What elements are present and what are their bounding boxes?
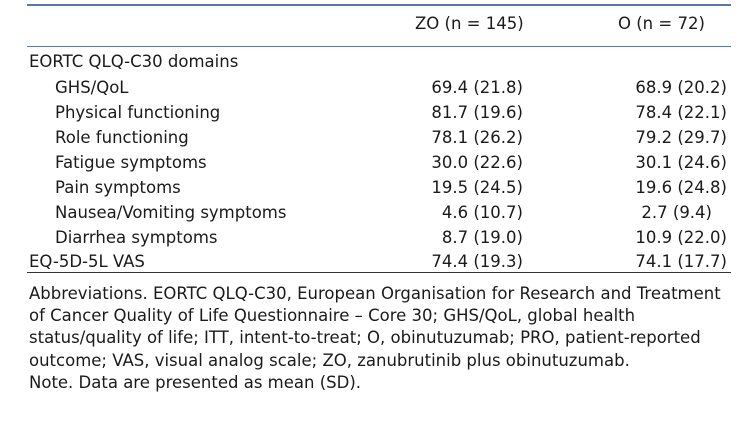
- section-heading-row: EORTC QLQ-C30 domains: [27, 52, 731, 76]
- row-label: Diarrhea symptoms: [55, 228, 218, 247]
- table-top-rule: [27, 4, 731, 6]
- row-value-o: 10.9 (22.0): [635, 228, 727, 247]
- table-bottom-rule: [27, 272, 731, 273]
- column-header-o-name: O: [618, 14, 631, 33]
- section-heading: EORTC QLQ-C30 domains: [29, 52, 239, 71]
- row-label: Physical functioning: [55, 103, 221, 122]
- row-value-o: 2.7 (9.4): [641, 203, 712, 222]
- table-row: Nausea/Vomiting symptoms 4.6 (10.7) 2.7 …: [27, 203, 731, 227]
- table-row: Diarrhea symptoms 8.7 (19.0) 10.9 (22.0): [27, 228, 731, 252]
- row-label: Role functioning: [55, 128, 189, 147]
- table-row-eq5d: EQ-5D-5L VAS 74.4 (19.3) 74.1 (17.7): [27, 252, 731, 276]
- row-value-zo: 4.6 (10.7): [441, 203, 523, 222]
- column-header-o-n: (n = 72): [636, 14, 705, 33]
- data-note: Note. Data are presented as mean (SD).: [29, 372, 361, 392]
- row-value-o: 19.6 (24.8): [635, 178, 727, 197]
- table-row: Physical functioning 81.7 (19.6) 78.4 (2…: [27, 103, 731, 127]
- table-row: Fatigue symptoms 30.0 (22.6) 30.1 (24.6): [27, 153, 731, 177]
- row-label: EQ-5D-5L VAS: [29, 252, 145, 271]
- row-label: Fatigue symptoms: [55, 153, 207, 172]
- row-value-o: 74.1 (17.7): [635, 252, 727, 271]
- table-header-rule: [27, 46, 731, 47]
- row-value-zo: 81.7 (19.6): [431, 103, 523, 122]
- table-row: Role functioning 78.1 (26.2) 79.2 (29.7): [27, 128, 731, 152]
- row-value-zo: 69.4 (21.8): [431, 78, 523, 97]
- row-value-zo: 19.5 (24.5): [431, 178, 523, 197]
- row-label: Nausea/Vomiting symptoms: [55, 203, 287, 222]
- column-header-o: O (n = 72): [618, 14, 705, 33]
- table-row: GHS/QoL 69.4 (21.8) 68.9 (20.2): [27, 78, 731, 102]
- column-header-zo: ZO (n = 145): [415, 14, 524, 33]
- row-value-zo: 74.4 (19.3): [431, 252, 523, 271]
- row-label: GHS/QoL: [55, 78, 129, 97]
- column-header-zo-n: (n = 145): [444, 14, 524, 33]
- column-header-zo-name: ZO: [415, 14, 440, 33]
- abbreviations-note: Abbreviations. EORTC QLQ-C30, European O…: [29, 284, 721, 370]
- row-value-zo: 30.0 (22.6): [431, 153, 523, 172]
- row-value-o: 68.9 (20.2): [635, 78, 727, 97]
- table-row: Pain symptoms 19.5 (24.5) 19.6 (24.8): [27, 178, 731, 202]
- row-value-o: 78.4 (22.1): [635, 103, 727, 122]
- row-value-zo: 78.1 (26.2): [431, 128, 523, 147]
- row-value-o: 30.1 (24.6): [635, 153, 727, 172]
- table-footnotes: Abbreviations. EORTC QLQ-C30, European O…: [29, 283, 731, 394]
- row-label: Pain symptoms: [55, 178, 181, 197]
- row-value-zo: 8.7 (19.0): [441, 228, 523, 247]
- row-value-o: 79.2 (29.7): [635, 128, 727, 147]
